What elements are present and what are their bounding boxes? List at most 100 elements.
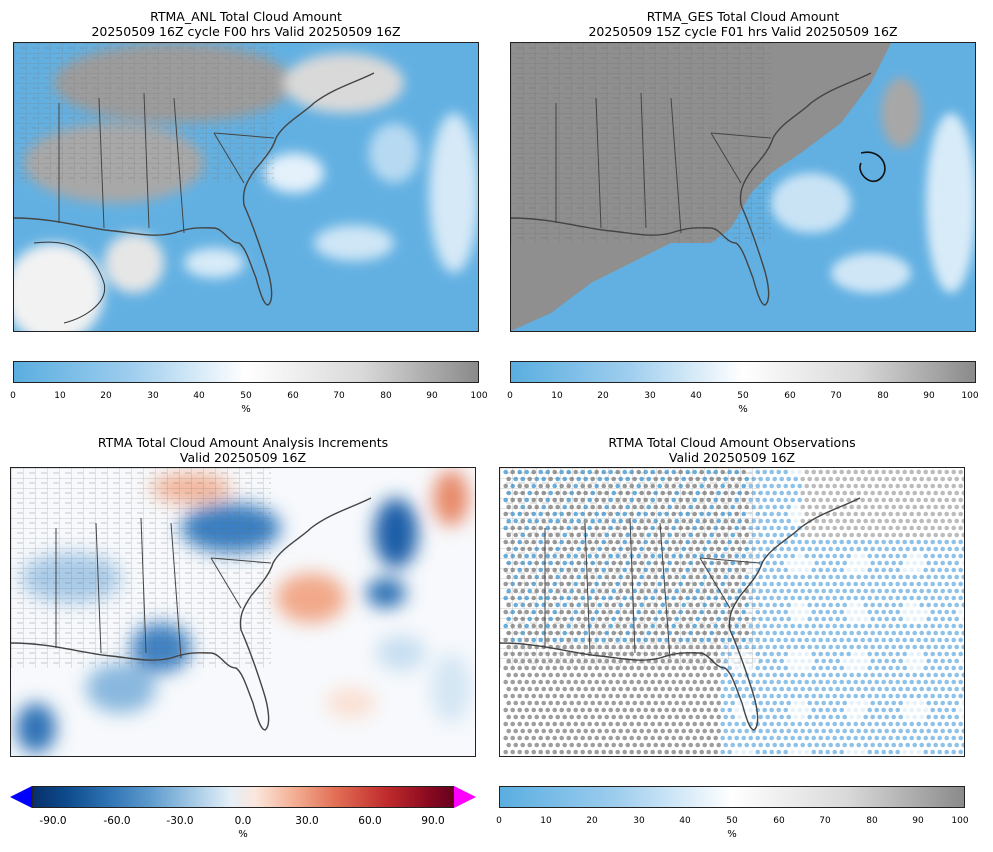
obs-dot [891,560,897,566]
ges-tick-20: 20 [597,391,609,401]
obs-dot [503,679,509,685]
obs-dot [681,700,687,706]
obs-dot [674,686,680,692]
obs-dot [919,644,925,650]
obs-dot [933,546,939,552]
obs-dot [937,609,943,615]
obs-dot [762,623,768,629]
obs-dot [951,651,957,657]
obs-dot [664,721,670,727]
obs-dot [944,637,950,643]
obs-dot [821,742,827,748]
obs-dot [783,469,789,475]
obs-dot [923,483,929,489]
ges-colorbar-unit: % [738,404,748,415]
obs-dot [765,504,771,510]
obs-dot [877,742,883,748]
obs-dot [884,686,890,692]
obs-dot [919,546,925,552]
obs-dot [828,574,834,580]
obs-dot [923,721,929,727]
obs-dot [832,581,838,587]
obs-tick-10: 10 [540,816,552,826]
obs-dot [839,637,845,643]
obs-dot [905,532,911,538]
obs-dot [898,630,904,636]
obs-dot [576,700,582,706]
obs-dot [916,637,922,643]
obs-dot [608,749,614,755]
obs-dot [898,672,904,678]
obs-dot [902,651,908,657]
obs-dot [937,665,943,671]
obs-dot [961,644,964,650]
obs-dot [692,693,698,699]
obs-dot [720,721,726,727]
obs-dot [905,560,911,566]
obs-dot [762,539,768,545]
obs-dot [639,728,645,734]
obs-dot [835,560,841,566]
obs-dot [800,490,806,496]
obs-dot [716,686,722,692]
obs-dot [779,546,785,552]
obs-dot [832,721,838,727]
obs-dot [664,679,670,685]
inc-title: RTMA Total Cloud Amount Analysis Increme… [10,435,476,465]
obs-dot [755,749,761,755]
obs-dot [555,686,561,692]
obs-dot [804,679,810,685]
obs-dot [877,546,883,552]
obs-dot [548,700,554,706]
obs-dot [839,665,845,671]
obs-dot [860,595,866,601]
obs-dot [681,728,687,734]
obs-dot [818,721,824,727]
obs-dot [580,679,586,685]
obs-dot [912,518,918,524]
obs-dot [527,742,533,748]
ges-tick-10: 10 [551,391,563,401]
obs-dot [604,686,610,692]
obs-dot [860,637,866,643]
obs-dot [954,672,960,678]
obs-dot [503,707,509,713]
obs-dot [874,469,880,475]
obs-dot [678,707,684,713]
obs-dot [804,707,810,713]
obs-dot [517,735,523,741]
obs-dot [800,560,806,566]
obs-dot [790,679,796,685]
obs-dot [618,700,624,706]
obs-dot [825,623,831,629]
obs-dot [839,721,845,727]
obs-dot [765,742,771,748]
obs-dot [685,735,691,741]
obs-dot [874,665,880,671]
obs-dot [548,728,554,734]
obs-dot [881,483,887,489]
obs-dot [944,469,950,475]
obs-dot [863,742,869,748]
obs-dot [877,560,883,566]
obs-dot [779,490,785,496]
obs-dot [758,672,764,678]
obs-dot [933,686,939,692]
obs-dot [786,518,792,524]
obs-dot [779,686,785,692]
obs-dot [506,672,512,678]
obs-dot [776,749,782,755]
inc-map [10,467,476,757]
obs-dot [877,700,883,706]
obs-dot [870,504,876,510]
obs-dot [779,518,785,524]
obs-dot [622,735,628,741]
obs-dot [930,721,936,727]
obs-dot [863,588,869,594]
obs-dot [881,665,887,671]
obs-dot [811,511,817,517]
obs-dot [604,700,610,706]
obs-dot [772,532,778,538]
obs-dot [615,679,621,685]
obs-dot [947,714,953,720]
